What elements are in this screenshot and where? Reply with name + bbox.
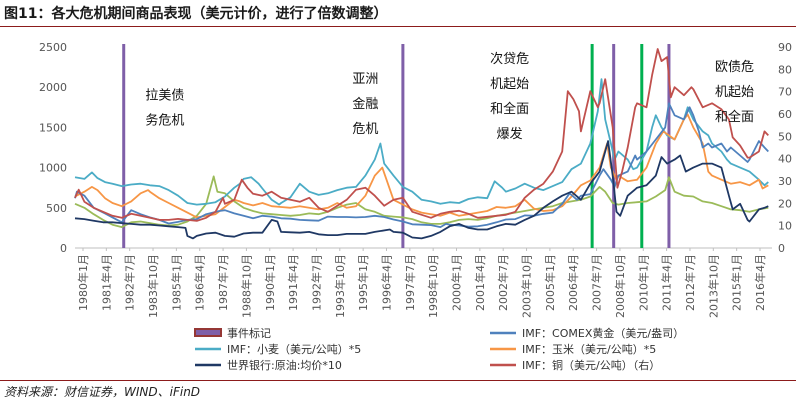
legend-label: 事件标记 — [227, 326, 271, 340]
source-note: 资料来源：财信证券，WIND、iFinD — [4, 385, 201, 399]
x-tick-label: 2003年10月 — [520, 254, 534, 318]
series-line-gold — [74, 102, 769, 228]
series-line-oil — [74, 140, 769, 240]
chart-legend: 事件标记 IMF：COMEX黄金（美元/盎司） IMF：小麦（美元/公吨）*5 IMF… — [194, 326, 684, 372]
y-axis-left: 0 500 1000 1500 2000 2500 — [39, 41, 67, 255]
x-axis: 1980年1月 1981年4月 1982年7月 1983年10月 1985年1月 1986… — [76, 248, 767, 318]
x-tick-label: 1988年10月 — [239, 254, 253, 318]
series-line-copper — [74, 48, 769, 222]
annotation-line: 危机 — [352, 122, 378, 137]
annotation-line: 亚洲 — [352, 72, 378, 87]
annotation-line: 机起始 — [490, 77, 529, 92]
legend-label: IMF：COMEX黄金（美元/盎司） — [522, 326, 684, 340]
annotation-line: 拉美债 — [145, 88, 184, 103]
x-tick-label: 1982年7月 — [123, 254, 137, 311]
source-divider — [0, 380, 796, 381]
x-tick-label: 1990年1月 — [263, 254, 277, 311]
y-right-tick-label: 90 — [778, 41, 792, 54]
x-tick-label: 1991年4月 — [286, 254, 300, 311]
y-right-tick-label: 80 — [778, 63, 792, 76]
x-tick-label: 1985年1月 — [169, 254, 183, 311]
x-tick-label: 2010年1月 — [636, 254, 650, 311]
legend-label: IMF：铜（美元/公吨）（右） — [522, 358, 660, 372]
legend-label: IMF：小麦（美元/公吨）*5 — [227, 343, 361, 356]
x-tick-label: 2006年4月 — [566, 254, 580, 311]
y-right-tick-label: 60 — [778, 108, 792, 121]
series-line-wheat — [74, 78, 769, 206]
x-tick-label: 2016年4月 — [753, 254, 767, 311]
y-right-tick-label: 0 — [778, 242, 785, 255]
series-lines — [74, 48, 769, 240]
x-tick-label: 2011年4月 — [660, 254, 674, 311]
x-tick-label: 2007年7月 — [590, 254, 604, 311]
x-tick-label: 1998年10月 — [426, 254, 440, 318]
y-left-tick-label: 1500 — [39, 121, 67, 134]
annotation-line: 和全面 — [715, 109, 754, 125]
annotation-text: 亚洲金融危机 — [352, 72, 378, 137]
x-tick-label: 2008年10月 — [613, 254, 627, 318]
annotation-line: 欧债危 — [715, 60, 754, 75]
y-right-tick-label: 30 — [778, 175, 792, 188]
y-left-tick-label: 2500 — [39, 41, 67, 54]
annotation-text: 次贷危机起始和全面爆发 — [490, 51, 529, 142]
commodity-chart: 0 500 1000 1500 2000 2500 0 10 20 30 40 50 60 70 80 90… — [39, 41, 792, 372]
annotations: 拉美债务危机 亚洲金融危机 次贷危机起始和全面爆发 欧债危机起始和全面 — [145, 51, 754, 142]
annotation-line: 机起始 — [715, 85, 754, 100]
y-left-tick-label: 1000 — [39, 162, 67, 175]
legend-swatch-event — [194, 328, 222, 337]
y-right-tick-label: 70 — [778, 86, 792, 99]
y-right-tick-label: 40 — [778, 153, 792, 166]
series-line-corn — [74, 113, 769, 219]
y-right-tick-label: 10 — [778, 220, 792, 233]
annotation-text: 欧债危机起始和全面 — [715, 60, 754, 125]
x-tick-label: 2002年7月 — [496, 254, 510, 311]
y-right-tick-label: 50 — [778, 130, 792, 143]
figure-title: 图11：各大危机期间商品表现（美元计价，进行了倍数调整） — [4, 6, 388, 22]
x-tick-label: 2012年7月 — [683, 254, 697, 311]
title-divider — [0, 26, 796, 27]
y-right-tick-label: 20 — [778, 197, 792, 210]
annotation-line: 金融 — [352, 96, 378, 112]
x-tick-label: 1983年10月 — [146, 254, 160, 318]
x-tick-label: 1996年4月 — [379, 254, 393, 311]
annotation-text: 拉美债务危机 — [145, 88, 184, 128]
x-tick-label: 2015年1月 — [730, 254, 744, 311]
x-tick-label: 1981年4月 — [99, 254, 113, 311]
x-tick-label: 2013年10月 — [706, 254, 720, 318]
x-tick-label: 2001年4月 — [473, 254, 487, 311]
annotation-line: 务危机 — [145, 112, 184, 128]
annotation-line: 爆发 — [497, 126, 523, 142]
y-left-tick-label: 2000 — [39, 81, 67, 94]
x-tick-label: 1987年7月 — [216, 254, 230, 311]
legend-label: 世界银行:原油:均价*10 — [227, 358, 342, 372]
x-tick-label: 1993年10月 — [333, 254, 347, 318]
x-tick-label: 2005年1月 — [543, 254, 557, 311]
y-left-tick-label: 0 — [60, 242, 67, 255]
legend-label: IMF：玉米（美元/公吨）*5 — [522, 343, 656, 356]
y-left-tick-label: 500 — [46, 202, 67, 215]
x-tick-label: 1997年7月 — [403, 254, 417, 311]
annotation-line: 和全面 — [490, 101, 529, 117]
x-tick-label: 2000年1月 — [450, 254, 464, 311]
x-tick-label: 1995年1月 — [356, 254, 370, 311]
x-tick-label: 1980年1月 — [76, 254, 90, 311]
x-tick-label: 1992年7月 — [309, 254, 323, 311]
annotation-line: 次贷危 — [490, 51, 529, 67]
x-tick-label: 1986年4月 — [193, 254, 207, 311]
y-axis-right: 0 10 20 30 40 50 60 70 80 90 — [778, 41, 792, 255]
